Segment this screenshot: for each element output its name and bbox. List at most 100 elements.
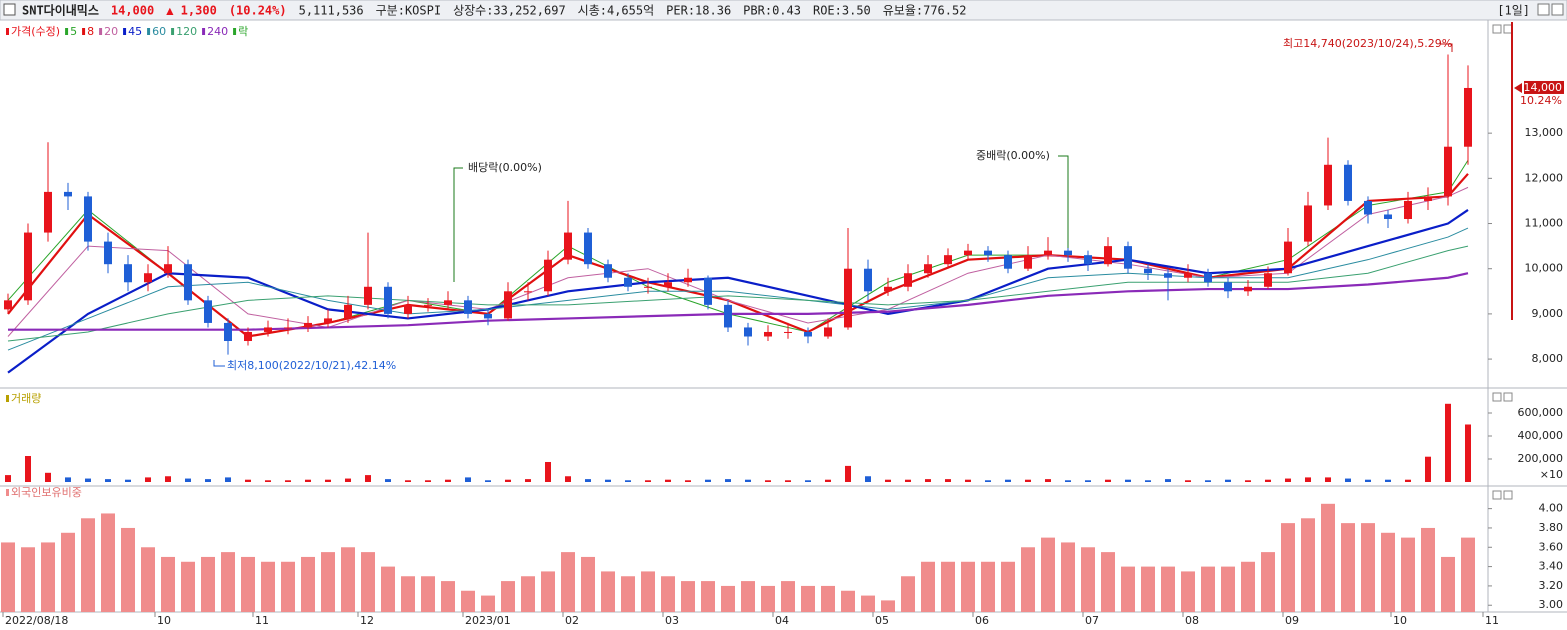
volume-bar: [245, 479, 251, 482]
volume-bar: [1045, 479, 1051, 482]
foreign-bar: [1081, 547, 1095, 612]
panel-button[interactable]: [1503, 392, 1513, 402]
candle-body: [44, 191, 52, 233]
checkbox[interactable]: [3, 3, 16, 16]
candle-body: [1044, 250, 1052, 256]
candle-body: [64, 191, 72, 197]
foreign-bar: [381, 566, 395, 612]
legend-swatch: [65, 28, 69, 35]
legend-swatch: [123, 28, 127, 35]
volume-bar: [1245, 480, 1251, 482]
candle-body: [1184, 273, 1192, 278]
volume-bar: [1005, 479, 1011, 482]
legend-label: 5: [70, 25, 77, 38]
panel-button[interactable]: [1492, 24, 1502, 34]
change: ▲ 1,300: [166, 4, 217, 18]
price-marker: 14,000: [1524, 81, 1563, 94]
legend-swatch: [233, 28, 237, 35]
foreign-bar: [1161, 566, 1175, 612]
legend-swatch: [147, 28, 151, 35]
foreign-bar: [1321, 503, 1335, 612]
foreign-bar: [541, 571, 555, 612]
volume-bar: [305, 479, 311, 482]
foreign-bar: [761, 585, 775, 612]
candle-body: [84, 196, 92, 242]
foreign-bar: [341, 547, 355, 612]
foreign-bar: [161, 556, 175, 612]
legend-label: 60: [152, 25, 166, 38]
volume-bar: [1325, 477, 1331, 482]
foreign-bar: [1181, 571, 1195, 612]
ma-line: [7, 245, 1469, 342]
close-button[interactable]: [1551, 3, 1564, 16]
candle-body: [564, 232, 572, 260]
candle-body: [884, 286, 892, 292]
panel-title: 거래량: [11, 392, 41, 405]
candle-body: [404, 304, 412, 314]
volume-bar: [1225, 479, 1231, 482]
volume-bar: [1265, 479, 1271, 482]
price-marker-change: 10.24%: [1520, 94, 1562, 107]
volume-bar: [925, 479, 931, 482]
volume-bar: [585, 479, 591, 482]
candle-body: [1304, 205, 1312, 242]
x-tick-label: 09: [1285, 614, 1299, 627]
volume-bar: [825, 479, 831, 482]
foreign-bar: [61, 532, 75, 612]
pbr: PBR:0.43: [743, 4, 801, 18]
foreign-bar: [961, 561, 975, 612]
x-tick-label: 10: [157, 614, 171, 627]
foreign-bar: [461, 590, 475, 612]
x-tick-label: 04: [775, 614, 789, 627]
candle-body: [944, 255, 952, 265]
volume-bar: [1385, 479, 1391, 482]
volume-bar: [425, 480, 431, 482]
legend-label: 20: [104, 25, 118, 38]
volume-bar: [885, 479, 891, 482]
volume-bar: [765, 480, 771, 482]
panel-button[interactable]: [1503, 490, 1513, 500]
panel-button[interactable]: [1492, 490, 1502, 500]
candle-body: [1224, 282, 1232, 292]
y-tick-label: 3.00: [1539, 598, 1564, 611]
volume-bar: [365, 475, 371, 482]
candle-body: [104, 241, 112, 265]
volume-bar: [965, 479, 971, 482]
foreign-bar: [361, 552, 375, 612]
foreign-bar: [1281, 523, 1295, 612]
annotation-arrow: [1058, 155, 1069, 248]
foreign-bar: [421, 576, 435, 612]
candle-body: [904, 273, 912, 287]
foreign-bar: [1241, 561, 1255, 612]
volume-bar: [565, 476, 571, 482]
market-cap: 시총:4,655억: [578, 4, 654, 18]
per: PER:18.36: [666, 4, 731, 18]
panel-button[interactable]: [1503, 24, 1513, 34]
legend-label: 240: [207, 25, 228, 38]
foreign-bar: [1441, 556, 1455, 612]
min-button[interactable]: [1537, 3, 1550, 16]
foreign-bar: [1261, 552, 1275, 612]
candle-body: [224, 322, 232, 342]
volume-bar: [1065, 480, 1071, 482]
foreign-bar: [1, 542, 15, 612]
ma-line: [7, 173, 1469, 338]
annotation: 최저8,100(2022/10/21),42.14%: [227, 359, 396, 372]
candle-body: [364, 286, 372, 305]
x-tick-label: 05: [875, 614, 889, 627]
period[interactable]: [1일]: [1497, 4, 1530, 18]
volume-bar: [905, 479, 911, 482]
candle-body: [984, 250, 992, 256]
candle-body: [724, 304, 732, 328]
roe: ROE:3.50: [813, 4, 871, 18]
foreign-bar: [81, 518, 95, 612]
volume-bar: [785, 480, 791, 482]
panel-button[interactable]: [1492, 392, 1502, 402]
volume-bar: [665, 479, 671, 482]
candle-body: [1444, 146, 1452, 197]
x-tick-label: 02: [565, 614, 579, 627]
header-bar: [0, 0, 1567, 21]
foreign-bar: [721, 585, 735, 612]
legend-swatch: [202, 28, 206, 35]
legend-label: 락: [238, 25, 248, 38]
